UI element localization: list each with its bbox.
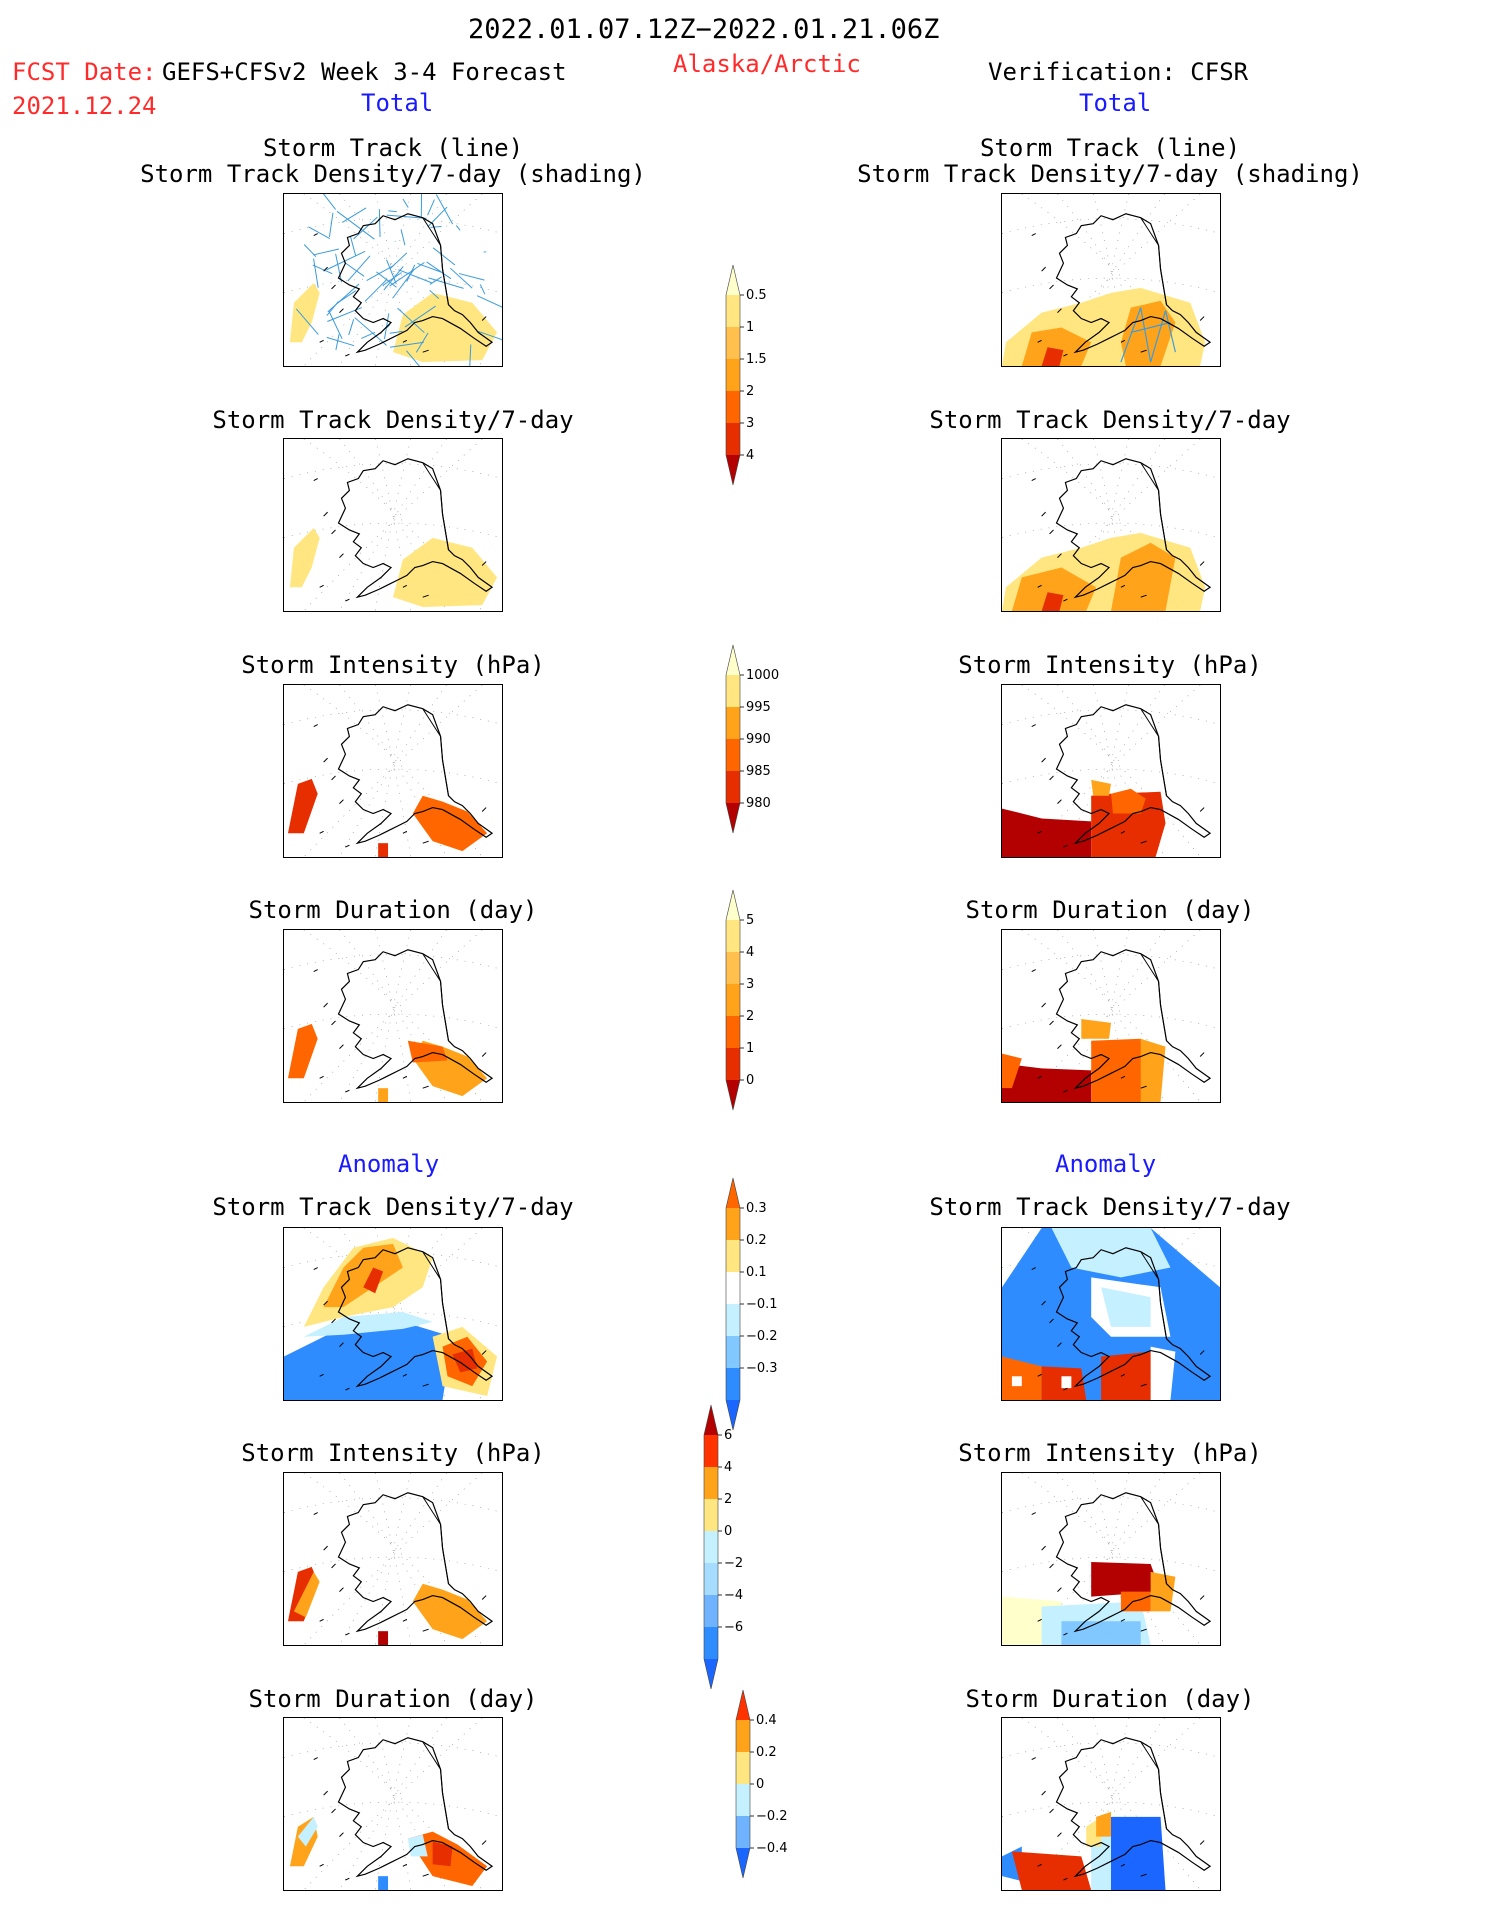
colorbar-duration: 5 4 3 2 1 0 [718, 889, 788, 1124]
colorbar-tick-label: 4 [746, 448, 754, 463]
title-r6: Storm Intensity (hPa) [958, 1439, 1262, 1467]
map-cfsr-duration [1001, 929, 1221, 1103]
map-forecast-anom-density [283, 1227, 503, 1401]
title-r1b: Storm Track Density/7-day (shading) [857, 160, 1363, 188]
colorbar-tick-label: 2 [746, 384, 754, 399]
map-cfsr-anom-duration [1001, 1717, 1221, 1891]
colorbar-tick-label: −4 [724, 1588, 743, 1603]
colorbar-tick-label: 0.2 [756, 1745, 777, 1760]
colorbar-anom-density: 0.3 0.2 0.1 −0.1 −0.2 −0.3 [718, 1177, 788, 1444]
verification-label: Verification: CFSR [988, 58, 1249, 86]
colorbar-anom-intensity: 6 4 2 0 −2 −4 −6 [696, 1404, 766, 1703]
map-cfsr-track-line [1001, 193, 1221, 367]
colorbar-tick-label: −0.1 [746, 1297, 778, 1312]
fcst-model: GEFS+CFSv2 Week 3-4 Forecast [162, 58, 567, 86]
colorbar-tick-label: 0 [746, 1073, 754, 1088]
map-forecast-anom-intensity [283, 1472, 503, 1646]
title-l7: Storm Duration (day) [248, 1685, 538, 1713]
title-r4: Storm Duration (day) [965, 896, 1255, 924]
map-cfsr-anom-density [1001, 1227, 1221, 1401]
colorbar-tick-label: 6 [724, 1428, 732, 1443]
total-label-right: Total [1079, 89, 1152, 117]
anomaly-label-left: Anomaly [338, 1150, 440, 1178]
colorbar-tick-label: 0.4 [756, 1713, 777, 1728]
colorbar-tick-label: 1.5 [746, 352, 767, 367]
region-label: Alaska/Arctic [673, 50, 861, 78]
anomaly-label-right: Anomaly [1055, 1150, 1157, 1178]
title-r1a: Storm Track (line) [979, 134, 1241, 162]
title-l5: Storm Track Density/7-day [212, 1193, 574, 1221]
colorbar-tick-label: −0.2 [756, 1809, 788, 1824]
colorbar-tick-label: −0.3 [746, 1361, 778, 1376]
colorbar-tick-label: 0.3 [746, 1201, 767, 1216]
colorbar-tick-label: 990 [746, 732, 771, 747]
colorbar-tick-label: 4 [724, 1460, 732, 1475]
colorbar-anom-duration: 0.4 0.2 0 −0.2 −0.4 [728, 1689, 798, 1892]
colorbar-tick-label: 2 [746, 1009, 754, 1024]
map-forecast-intensity [283, 684, 503, 858]
map-forecast-track-density [283, 438, 503, 612]
map-cfsr-anom-intensity [1001, 1472, 1221, 1646]
title-l1b: Storm Track Density/7-day (shading) [140, 160, 646, 188]
map-forecast-track-line [283, 193, 503, 367]
title-r5: Storm Track Density/7-day [929, 1193, 1291, 1221]
colorbar-tick-label: −0.4 [756, 1841, 788, 1856]
title-l1a: Storm Track (line) [262, 134, 524, 162]
colorbar-tick-label: 5 [746, 913, 754, 928]
fcst-date: 2021.12.24 [12, 92, 157, 120]
colorbar-tick-label: 0.2 [746, 1233, 767, 1248]
map-cfsr-intensity [1001, 684, 1221, 858]
colorbar-tick-label: 3 [746, 977, 754, 992]
colorbar-tick-label: 985 [746, 764, 771, 779]
colorbar-tick-label: −6 [724, 1620, 743, 1635]
colorbar-tick-label: 1000 [746, 668, 779, 683]
colorbar-intensity: 1000 995 990 985 980 [718, 644, 788, 847]
colorbar-tick-label: 0 [756, 1777, 764, 1792]
colorbar-tick-label: 995 [746, 700, 771, 715]
title-l6: Storm Intensity (hPa) [241, 1439, 545, 1467]
colorbar-density: 0.5 1 1.5 2 3 4 [718, 264, 788, 499]
colorbar-tick-label: 2 [724, 1492, 732, 1507]
map-forecast-anom-duration [283, 1717, 503, 1891]
title-l2: Storm Track Density/7-day [212, 406, 574, 434]
colorbar-tick-label: −0.2 [746, 1329, 778, 1344]
title-r3: Storm Intensity (hPa) [958, 651, 1262, 679]
map-cfsr-track-density [1001, 438, 1221, 612]
fcst-label: FCST Date: [12, 58, 157, 86]
colorbar-tick-label: 1 [746, 1041, 754, 1056]
total-label-left: Total [361, 89, 434, 117]
colorbar-tick-label: 3 [746, 416, 754, 431]
colorbar-tick-label: 1 [746, 320, 754, 335]
date-range: 2022.01.07.12Z−2022.01.21.06Z [468, 14, 940, 45]
map-forecast-duration [283, 929, 503, 1103]
colorbar-tick-label: 980 [746, 796, 771, 811]
colorbar-tick-label: −2 [724, 1556, 743, 1571]
colorbar-tick-label: 0 [724, 1524, 732, 1539]
title-l4: Storm Duration (day) [248, 896, 538, 924]
title-l3: Storm Intensity (hPa) [241, 651, 545, 679]
colorbar-tick-label: 4 [746, 945, 754, 960]
colorbar-tick-label: 0.1 [746, 1265, 767, 1280]
colorbar-tick-label: 0.5 [746, 288, 767, 303]
title-r7: Storm Duration (day) [965, 1685, 1255, 1713]
title-r2: Storm Track Density/7-day [929, 406, 1291, 434]
